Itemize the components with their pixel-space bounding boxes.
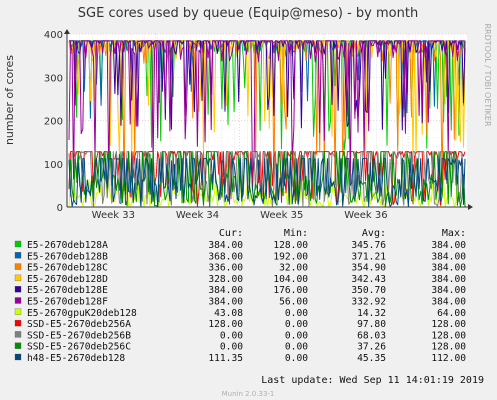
legend-value: 0.00	[220, 342, 243, 353]
legend-value: 128.00	[431, 319, 466, 330]
legend-value: 111.35	[208, 353, 243, 364]
legend-value: 328.00	[208, 274, 243, 285]
legend-value: 0.00	[285, 330, 308, 341]
munin-footer: Munin 2.0.33-1	[222, 390, 275, 398]
legend-series-name: SSD-E5-2670deb256B	[27, 330, 131, 341]
legend: Cur: Min: Avg: Max: E5-2670deb128A 384.00 128.…	[14, 228, 466, 364]
legend-value: 371.21	[351, 251, 386, 262]
legend-value: 104.00	[273, 274, 308, 285]
y-tick-label: 300	[44, 73, 63, 84]
legend-value: 192.00	[273, 251, 308, 262]
legend-value: 128.00	[273, 240, 308, 251]
legend-header: Min:	[284, 228, 308, 239]
legend-value: 384.00	[208, 297, 243, 308]
legend-value: 368.00	[208, 251, 243, 262]
legend-swatch	[14, 353, 22, 361]
legend-value: 384.00	[431, 297, 466, 308]
legend-value: 45.35	[357, 353, 386, 364]
x-axis-arrow	[468, 204, 473, 210]
y-tick-label: 400	[44, 30, 63, 41]
legend-value: 43.08	[214, 308, 243, 319]
last-update: Last update: Wed Sep 11 14:01:19 2019	[261, 375, 484, 386]
legend-value: 128.00	[208, 319, 243, 330]
y-tick-label: 200	[44, 117, 63, 128]
legend-swatch	[14, 252, 22, 259]
legend-swatch	[14, 274, 22, 282]
legend-series-name: SSD-E5-2670deb256C	[27, 342, 131, 353]
legend-value: 128.00	[431, 330, 466, 341]
legend-value: 336.00	[208, 263, 243, 274]
rrdtool-watermark: RRDTOOL / TOBI OETIKER	[483, 23, 492, 126]
legend-series-name: h48-E5-2670deb128	[27, 353, 125, 364]
legend-series-name: E5-2670deb128A	[27, 240, 108, 251]
y-tick-label: 100	[44, 160, 63, 171]
legend-value: 37.26	[357, 342, 386, 353]
legend-swatch	[14, 331, 22, 338]
legend-value: 0.00	[285, 319, 308, 330]
x-tick-label: Week 34	[176, 210, 219, 221]
y-axis-label: number of cores	[3, 55, 16, 145]
legend-header: Cur:	[219, 228, 243, 239]
legend-value: 32.00	[279, 263, 308, 274]
legend-value: 56.00	[279, 297, 308, 308]
legend-value: 342.43	[351, 274, 386, 285]
legend-value: 384.00	[431, 240, 466, 251]
legend-swatch	[14, 342, 22, 349]
legend-value: 384.00	[208, 240, 243, 251]
legend-series-name: E5-2670deb128E	[27, 285, 108, 296]
legend-value: 384.00	[431, 285, 466, 296]
legend-value: 354.90	[351, 263, 386, 274]
legend-value: 97.80	[357, 319, 386, 330]
series-line	[68, 158, 466, 208]
legend-series-name: E5-2670deb128D	[27, 274, 108, 285]
x-tick-label: Week 35	[260, 210, 303, 221]
legend-swatch	[14, 297, 22, 304]
legend-value: 0.00	[285, 342, 308, 353]
legend-series-name: SSD-E5-2670deb256A	[27, 319, 131, 330]
x-tick-label: Week 36	[344, 210, 387, 221]
legend-value: 0.00	[220, 330, 243, 341]
legend-value: 176.00	[273, 285, 308, 296]
legend-swatch	[14, 263, 22, 270]
legend-value: 0.00	[285, 353, 308, 364]
legend-value: 384.00	[208, 285, 243, 296]
legend-value: 14.32	[357, 308, 386, 319]
legend-header: Max:	[442, 228, 466, 239]
legend-value: 332.92	[351, 297, 386, 308]
legend-swatch	[14, 319, 22, 327]
legend-value: 345.76	[351, 240, 386, 251]
legend-series-name: E5-2670deb128F	[27, 297, 108, 308]
y-axis-arrow	[64, 29, 70, 34]
legend-value: 68.03	[357, 330, 386, 341]
axes: 0 100 200 300 400 Week 33 Week 34 Week 35 Week 3…	[44, 29, 473, 221]
series-lines	[68, 40, 466, 208]
series-line	[68, 40, 465, 183]
legend-value: 64.00	[437, 308, 466, 319]
x-tick-label: Week 33	[92, 210, 135, 221]
legend-header: Avg:	[362, 228, 386, 239]
legend-swatch	[14, 308, 22, 315]
legend-series-name: E5-2670deb128C	[27, 263, 108, 274]
legend-value: 384.00	[431, 274, 466, 285]
legend-value: 350.70	[351, 285, 386, 296]
legend-value: 112.00	[431, 353, 466, 364]
legend-series-name: E5-2670gpuK20deb128	[27, 308, 137, 319]
series-line	[69, 40, 466, 131]
legend-value: 384.00	[431, 263, 466, 274]
legend-swatch	[14, 240, 22, 248]
legend-value: 128.00	[431, 342, 466, 353]
legend-value: 384.00	[431, 251, 466, 262]
chart-title: SGE cores used by queue (Equip@meso) - b…	[78, 6, 418, 21]
series-line	[68, 178, 466, 208]
legend-value: 0.00	[285, 308, 308, 319]
y-tick-label: 0	[57, 203, 63, 214]
legend-swatch	[14, 286, 22, 293]
legend-series-name: E5-2670deb128B	[27, 251, 108, 262]
